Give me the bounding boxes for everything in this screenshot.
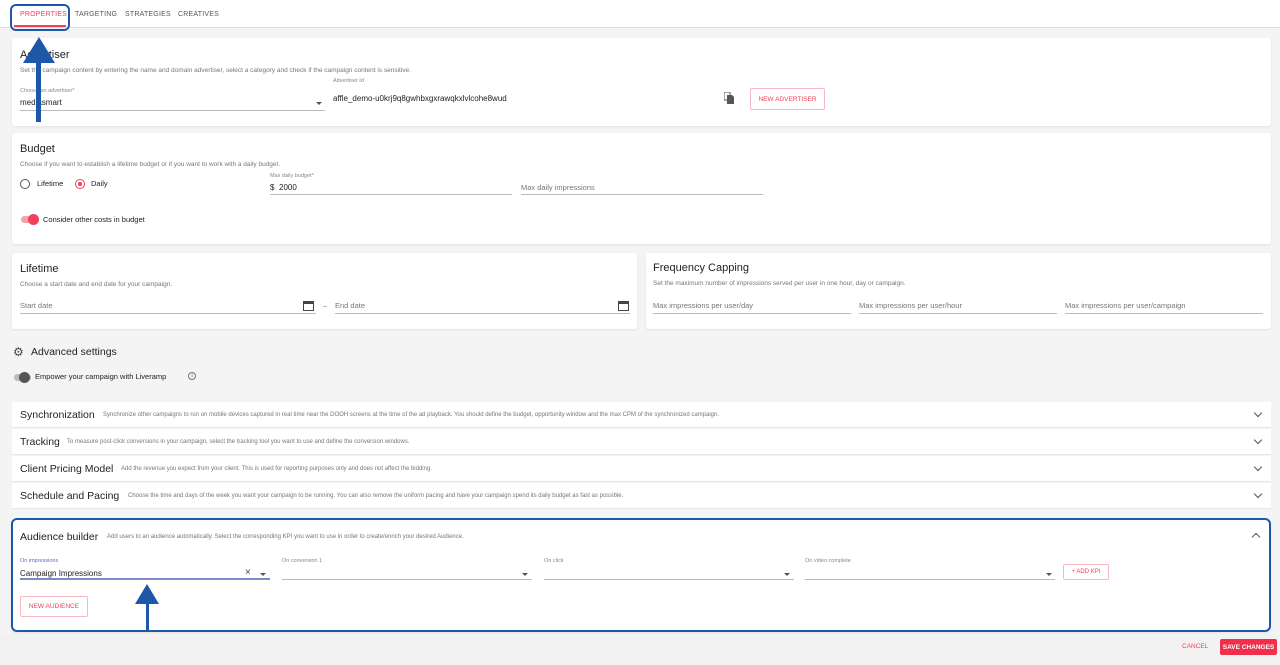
accordion-desc: Add the revenue you expect from your cli…: [121, 466, 432, 472]
other-costs-toggle[interactable]: [21, 214, 39, 225]
advertiser-card: Advertiser Set the campaign content by e…: [12, 38, 1271, 126]
annotation-arrow: [146, 600, 149, 630]
audience-desc: Add users to an audience automatically. …: [107, 534, 464, 540]
info-icon[interactable]: i: [188, 372, 196, 380]
tab-targeting[interactable]: TARGETING: [75, 11, 118, 18]
annotation-arrow-head: [135, 584, 159, 604]
budget-desc: Choose if you want to establish a lifeti…: [20, 161, 281, 168]
chevron-down-icon[interactable]: [1253, 489, 1263, 499]
advertiser-id-label: Advertiser Id: [333, 78, 364, 84]
max-daily-budget-input[interactable]: 2000: [279, 183, 297, 192]
accordion-desc: Choose the time and days of the week you…: [128, 493, 624, 499]
clear-icon[interactable]: ×: [245, 567, 251, 578]
accordion-desc: To measure post-click conversions in you…: [67, 439, 410, 445]
chevron-down-icon[interactable]: [1253, 435, 1263, 445]
accordion-synchronization[interactable]: Synchronization Synchronize other campaig…: [12, 402, 1271, 428]
lifetime-title: Lifetime: [20, 263, 59, 275]
tab-creatives[interactable]: CREATIVES: [178, 11, 219, 18]
max-impr-day-input[interactable]: Max impressions per user/day: [653, 301, 754, 310]
on-video-label: On video complete: [805, 558, 851, 564]
on-click-select[interactable]: [784, 573, 790, 576]
accordion-title: Schedule and Pacing: [20, 490, 120, 502]
on-conversion-label: On conversion 1: [282, 558, 323, 564]
accordion-title: Tracking: [20, 436, 60, 448]
accordion-tracking[interactable]: Tracking To measure post-click conversion…: [12, 429, 1271, 455]
new-advertiser-button[interactable]: NEW ADVERTISER: [750, 88, 825, 110]
conversion-underline: [282, 579, 532, 580]
start-date-underline: [20, 313, 316, 314]
lifetime-desc: Choose a start date and end date for you…: [20, 281, 173, 288]
save-changes-button[interactable]: SAVE CHANGES: [1220, 639, 1277, 655]
add-kpi-button[interactable]: + ADD KPI: [1063, 564, 1109, 580]
cancel-button[interactable]: CANCEL: [1182, 643, 1209, 650]
on-video-select[interactable]: [1046, 573, 1052, 576]
audience-title: Audience builder: [20, 531, 99, 543]
max-budget-underline: [270, 194, 512, 195]
accordion-client-pricing[interactable]: Client Pricing Model Add the revenue you …: [12, 456, 1271, 482]
annotation-highlight-box: [10, 4, 70, 31]
hour-underline: [859, 313, 1057, 314]
frequency-desc: Set the maximum number of impressions se…: [653, 280, 906, 287]
new-audience-button[interactable]: NEW AUDIENCE: [20, 596, 88, 617]
day-underline: [653, 313, 851, 314]
accordion-title: Client Pricing Model: [20, 463, 114, 475]
on-impressions-label: On impressions: [20, 558, 59, 564]
active-tab-indicator: [14, 25, 66, 27]
max-budget-label: Max daily budget*: [270, 173, 314, 179]
on-conversion-select[interactable]: [522, 573, 528, 576]
campaign-underline: [1065, 313, 1263, 314]
max-impr-hour-input[interactable]: Max impressions per user/hour: [859, 301, 962, 310]
gear-icon: ⚙: [13, 345, 24, 359]
advertiser-underline: [20, 110, 325, 111]
budget-card: Budget Choose if you want to establish a…: [12, 133, 1271, 244]
advertiser-select-label: Choose an advertiser*: [20, 88, 75, 94]
impressions-underline: [521, 194, 763, 195]
impressions-underline: [20, 578, 270, 580]
end-date-input[interactable]: End date: [335, 301, 366, 310]
daily-radio-label: Daily: [91, 179, 108, 188]
footer-bar: CANCEL SAVE CHANGES: [0, 634, 1280, 665]
max-impr-campaign-input[interactable]: Max impressions per user/campaign: [1065, 301, 1186, 310]
on-impressions-select[interactable]: Campaign Impressions: [20, 569, 102, 578]
chevron-up-icon[interactable]: [1251, 532, 1261, 542]
advertiser-desc: Set the campaign content by entering the…: [20, 67, 411, 74]
click-underline: [544, 579, 794, 580]
accordion-title: Synchronization: [20, 409, 95, 421]
frequency-card: Frequency Capping Set the maximum number…: [646, 253, 1271, 329]
lifetime-radio-label: Lifetime: [37, 179, 64, 188]
other-costs-label: Consider other costs in budget: [43, 215, 145, 224]
on-click-label: On click: [544, 558, 564, 564]
tab-bar: PROPERTIES TARGETING STRATEGIES CREATIVE…: [0, 0, 1280, 28]
audience-builder-card: Audience builder Add users to an audienc…: [11, 518, 1271, 632]
chevron-down-icon[interactable]: [1253, 408, 1263, 418]
annotation-arrow: [36, 56, 41, 122]
tab-properties[interactable]: PROPERTIES: [20, 11, 67, 18]
daily-radio[interactable]: [75, 179, 85, 189]
calendar-icon[interactable]: [618, 300, 629, 311]
start-date-input[interactable]: Start date: [20, 301, 53, 310]
tab-strategies[interactable]: STRATEGIES: [125, 11, 171, 18]
advanced-settings-title: Advanced settings: [31, 346, 117, 358]
advertiser-id-value: affle_demo-u0krj9q8gwhbxgxrawqkxlvlcohe8…: [333, 94, 507, 103]
accordion-desc: Synchronize other campaigns to run on mo…: [103, 412, 720, 418]
currency-symbol: $: [270, 183, 275, 192]
budget-title: Budget: [20, 143, 55, 155]
chevron-down-icon[interactable]: [260, 573, 266, 576]
annotation-arrow-head: [23, 37, 55, 63]
copy-icon[interactable]: [724, 92, 734, 104]
chevron-down-icon[interactable]: [316, 102, 322, 105]
liveramp-label: Empower your campaign with Liveramp: [35, 372, 167, 381]
frequency-title: Frequency Capping: [653, 262, 750, 274]
video-underline: [805, 579, 1055, 580]
liveramp-toggle[interactable]: [14, 372, 31, 383]
date-separator: –: [323, 301, 328, 310]
end-date-underline: [335, 313, 630, 314]
calendar-icon[interactable]: [303, 300, 314, 311]
lifetime-card: Lifetime Choose a start date and end dat…: [12, 253, 637, 329]
lifetime-radio[interactable]: [20, 179, 30, 189]
chevron-down-icon[interactable]: [1253, 462, 1263, 472]
accordion-schedule-pacing[interactable]: Schedule and Pacing Choose the time and d…: [12, 483, 1271, 509]
max-daily-impressions-input[interactable]: Max daily impressions: [521, 183, 595, 192]
